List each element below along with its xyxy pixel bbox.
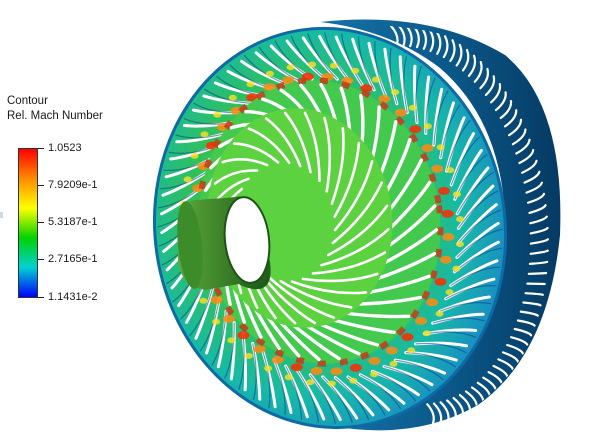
warm-spot [247, 81, 255, 87]
hot-spot [395, 109, 407, 117]
warm-spot [436, 311, 444, 317]
warm-spot [227, 337, 235, 343]
hot-spot [440, 256, 452, 264]
warm-spot [453, 191, 461, 197]
hot-spot [378, 95, 390, 103]
warm-spot [391, 89, 399, 95]
hot-spot [438, 187, 450, 195]
hot-spot [237, 331, 249, 339]
warm-spot [328, 381, 336, 387]
warm-spot [446, 167, 454, 173]
hot-spot [330, 367, 342, 375]
hot-spot [291, 363, 303, 371]
hot-spot [402, 333, 414, 341]
hot-spot [442, 210, 454, 218]
warm-spot [372, 77, 380, 83]
warm-spot [201, 131, 209, 137]
warm-spot [287, 64, 295, 70]
hot-spot [211, 296, 223, 304]
hot-spot [350, 364, 362, 372]
warm-spot [351, 68, 359, 74]
hot-spot [415, 317, 427, 325]
hot-spot [311, 367, 323, 375]
hot-spot [369, 357, 381, 365]
hot-spot [254, 345, 266, 353]
warm-spot [306, 379, 314, 385]
warm-spot [191, 153, 199, 159]
warm-spot [229, 95, 237, 101]
warm-spot [456, 216, 464, 222]
rim-slot [529, 273, 546, 274]
shaft-tube [173, 195, 273, 290]
warm-spot [349, 378, 357, 384]
warm-spot [308, 62, 316, 68]
hot-spot [223, 315, 235, 323]
hot-spot [426, 298, 438, 306]
warm-spot [330, 63, 338, 69]
warm-spot [266, 71, 274, 77]
warm-spot [437, 144, 445, 150]
warm-spot [423, 330, 431, 336]
hot-spot [431, 165, 443, 173]
hot-spot [409, 125, 421, 133]
warm-spot [184, 176, 192, 182]
warm-spot [390, 361, 398, 367]
warm-spot [446, 289, 454, 295]
warm-spot [213, 112, 221, 118]
warm-spot [264, 365, 272, 371]
warm-spot [245, 353, 253, 359]
warm-spot [456, 241, 464, 247]
warm-spot [199, 298, 207, 304]
warm-spot [285, 374, 293, 380]
warm-spot [370, 371, 378, 377]
warm-spot [409, 105, 417, 111]
hot-spot [421, 144, 433, 152]
hot-spot [442, 233, 454, 241]
hot-spot [435, 278, 447, 286]
warm-spot [452, 266, 460, 272]
warm-spot [212, 319, 220, 325]
warm-spot [424, 123, 432, 129]
warm-spot [407, 347, 415, 353]
hot-spot [386, 347, 398, 355]
